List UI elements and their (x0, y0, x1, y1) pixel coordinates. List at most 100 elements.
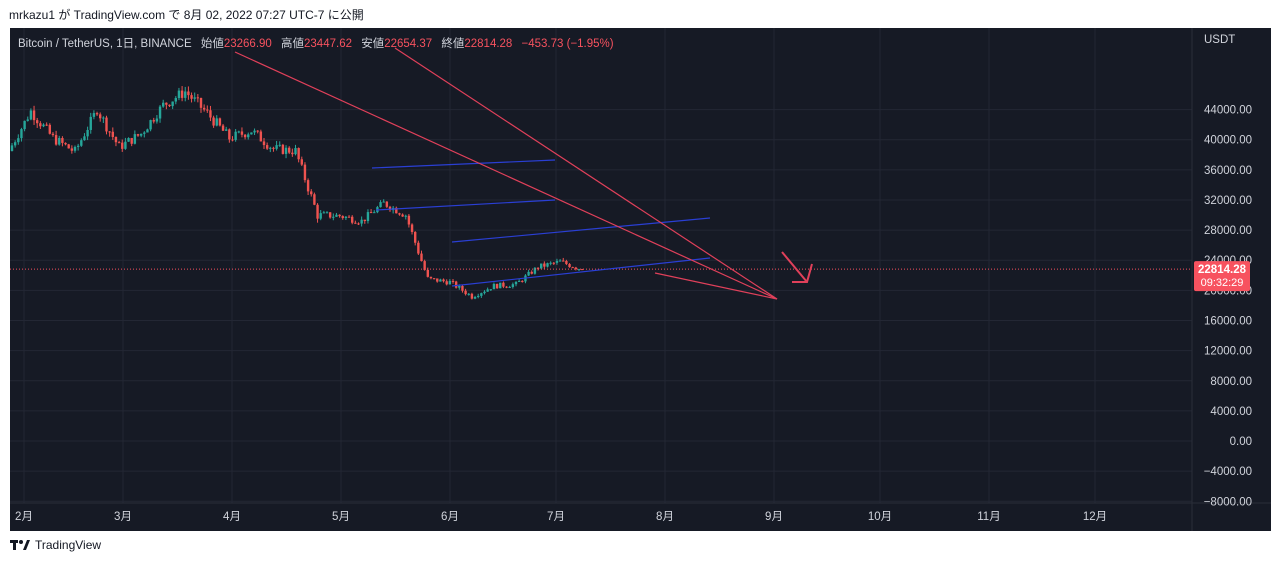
candle-body (341, 216, 344, 219)
x-tick-label: 3月 (114, 511, 132, 523)
price-badge (1194, 261, 1250, 292)
price-chart[interactable]: 44000.00 40000.00 36000.00 32000.00 28000.00… (10, 28, 1271, 531)
candle-body (543, 263, 546, 267)
candle-body (562, 260, 565, 262)
candle-body (577, 269, 581, 271)
candle-body (571, 267, 574, 269)
down-arrow-head-icon (792, 263, 813, 283)
candle-body (168, 104, 171, 107)
close-label: 終値 (441, 38, 465, 50)
candle-body (473, 296, 477, 299)
candle-body (234, 131, 237, 140)
footer-brand-text: TradingView (35, 538, 102, 552)
candle-body (565, 260, 568, 265)
candle-body (445, 281, 448, 285)
candle-body (243, 134, 247, 138)
candle-body (454, 281, 458, 288)
candle-body (558, 260, 562, 262)
candle-body (369, 212, 373, 214)
candle-body (492, 283, 496, 290)
candle-body (414, 231, 417, 243)
y-tick-label: 16000.00 (1204, 315, 1252, 327)
candle-body (231, 139, 234, 141)
candle-body (335, 214, 338, 217)
trendline-outer (394, 47, 778, 300)
candle-body (351, 216, 354, 223)
candle-body (196, 97, 200, 99)
chart-panel[interactable]: Bitcoin / TetherUS, 1日, BINANCE 始値23266.… (10, 28, 1271, 531)
candle-body (10, 145, 14, 151)
candle-body (464, 290, 467, 295)
channel-line (451, 217, 711, 243)
candle-body (514, 281, 518, 285)
candle-body (130, 138, 133, 144)
trendline-upper (234, 51, 778, 300)
candle-body (410, 224, 414, 232)
candle-body (117, 142, 121, 144)
candle-body (401, 214, 404, 217)
publish-header: mrkazu1 が TradingView.com で 8月 02, 2022 … (9, 8, 364, 22)
candle-body (272, 147, 275, 149)
candle-body (313, 194, 316, 205)
candle-body (61, 137, 64, 143)
candle-body (108, 131, 111, 133)
candle-body (20, 129, 23, 139)
candle-body (281, 144, 285, 154)
candle-body (306, 180, 310, 192)
price-badge-countdown: 09:32:29 (1201, 277, 1244, 289)
candle-body (102, 117, 105, 119)
candle-body (502, 282, 505, 287)
candle-body (354, 222, 357, 224)
candle-body (92, 113, 96, 117)
candle-body (240, 131, 244, 135)
candle-body (303, 164, 307, 181)
high-label: 高値 (281, 38, 305, 50)
candle-body (521, 280, 524, 282)
candle-body (448, 280, 452, 285)
candle-body (32, 110, 36, 121)
candle-body (294, 148, 297, 155)
candle-body (73, 146, 77, 151)
candle-body (284, 147, 288, 154)
candle-body (111, 131, 114, 137)
candle-body (212, 117, 215, 126)
candle-body (486, 289, 489, 292)
x-tick-label: 10月 (868, 511, 892, 523)
candle-body (76, 145, 80, 147)
symbol-legend: Bitcoin / TetherUS, 1日, BINANCE 始値23266.… (18, 35, 614, 51)
y-tick-label: 4000.00 (1210, 406, 1252, 418)
candle-body (39, 123, 42, 127)
candle-body (477, 295, 480, 297)
candle-body (29, 110, 33, 120)
open-label: 始値 (200, 38, 224, 50)
candle-body (13, 142, 17, 146)
x-tick-label: 7月 (547, 511, 565, 523)
y-tick-label: 28000.00 (1204, 225, 1252, 237)
y-tick-label: −4000.00 (1204, 466, 1252, 478)
candle-body (316, 204, 319, 219)
candle-body (184, 91, 187, 98)
candle-body (505, 286, 508, 288)
candle-body (325, 212, 329, 214)
candle-body (458, 285, 461, 288)
candle-body (300, 159, 303, 165)
candle-body (124, 141, 127, 149)
candle-body (67, 144, 70, 149)
y-tick-label: 40000.00 (1204, 135, 1252, 147)
candle-body (215, 118, 218, 126)
high-value: 23447.62 (304, 38, 352, 50)
x-tick-label: 12月 (1083, 511, 1107, 523)
candle-body (17, 138, 20, 143)
symbol-title: Bitcoin / TetherUS, 1日, BINANCE (18, 38, 192, 50)
candle-body (256, 130, 259, 132)
candle-body (221, 125, 225, 131)
candle-body (177, 90, 181, 99)
candle-body (237, 131, 240, 133)
candle-body (83, 136, 86, 141)
candle-body (461, 285, 464, 291)
x-tick-label: 4月 (223, 511, 241, 523)
candle-body (180, 90, 184, 98)
candle-body (495, 283, 499, 289)
candle-body (225, 129, 228, 131)
candle-body (99, 114, 102, 119)
